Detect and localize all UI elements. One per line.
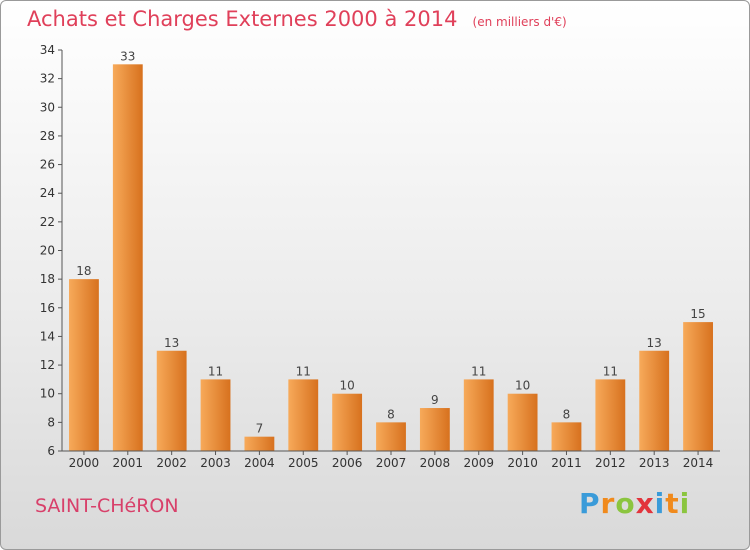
bar-value-label: 13 [647,336,662,350]
y-tick-label: 26 [40,158,55,172]
logo-letter: i [679,487,691,520]
x-tick-label: 2013 [639,456,670,470]
bar-value-label: 8 [563,407,571,421]
x-tick-label: 2006 [332,456,363,470]
bar [200,379,231,451]
bar-value-label: 11 [471,364,486,378]
bar [463,379,494,451]
bar-value-label: 11 [296,364,311,378]
bar [507,393,538,451]
x-tick-label: 2000 [69,456,100,470]
logo-letter: i [654,487,666,520]
bar [595,379,626,451]
x-tick-label: 2011 [551,456,582,470]
bar-value-label: 11 [208,364,223,378]
bar-value-label: 10 [515,379,530,393]
y-tick-label: 28 [40,129,55,143]
bar [683,322,713,451]
logo-letter: r [600,487,616,520]
y-tick-label: 22 [40,215,55,229]
y-tick-label: 18 [40,272,55,286]
bars-layer [69,64,713,452]
axes-layer: 6 8 10 12 14 16 18 20 22 24 26 28 30 32 34 18 2000 33 2001… [40,43,720,470]
logo-letter: x [635,487,655,520]
x-tick-label: 2002 [156,456,187,470]
x-tick-label: 2004 [244,456,275,470]
y-tick-label: 6 [47,444,55,458]
x-tick-label: 2003 [200,456,231,470]
y-tick-label: 10 [40,387,55,401]
x-tick-label: 2007 [376,456,407,470]
bar-value-label: 10 [339,379,354,393]
bar [288,379,319,451]
y-tick-label: 12 [40,358,55,372]
bar-value-label: 13 [164,336,179,350]
y-tick-label: 34 [40,43,55,57]
x-tick-label: 2010 [507,456,538,470]
bar [551,422,582,451]
logo-letter: P [579,487,601,520]
bar [332,393,363,451]
bar [69,279,99,451]
y-tick-label: 8 [47,415,55,429]
chart-title: Achats et Charges Externes 2000 à 2014 [27,7,458,31]
bar [419,408,450,451]
bar [376,422,406,451]
y-tick-label: 30 [40,100,55,114]
bar-value-label: 33 [120,49,135,63]
x-tick-label: 2014 [683,456,714,470]
bar [112,64,143,452]
bar [639,350,670,451]
chart-subtitle: (en milliers d'€) [472,15,567,29]
bar-value-label: 15 [690,307,705,321]
x-tick-label: 2008 [420,456,451,470]
y-tick-label: 14 [40,329,55,343]
logo-letter: o [615,487,636,520]
bar-value-label: 9 [431,393,439,407]
commune-name: SAINT-CHéRON [35,495,179,517]
proxiti-logo[interactable]: Proxiti [579,487,690,520]
bar-value-label: 7 [256,422,264,436]
bar [156,350,187,451]
x-tick-label: 2005 [288,456,319,470]
y-tick-label: 32 [40,72,55,86]
bar-value-label: 11 [603,364,618,378]
x-tick-label: 2001 [113,456,144,470]
x-tick-label: 2012 [595,456,626,470]
y-tick-label: 16 [40,301,55,315]
bar [244,436,275,451]
bar-value-label: 18 [76,264,91,278]
logo-letter: t [665,487,680,520]
title-row: Achats et Charges Externes 2000 à 2014 (… [27,7,567,31]
bar-value-label: 8 [387,407,395,421]
y-tick-label: 20 [40,244,55,258]
x-tick-label: 2009 [463,456,494,470]
y-tick-label: 24 [40,186,55,200]
